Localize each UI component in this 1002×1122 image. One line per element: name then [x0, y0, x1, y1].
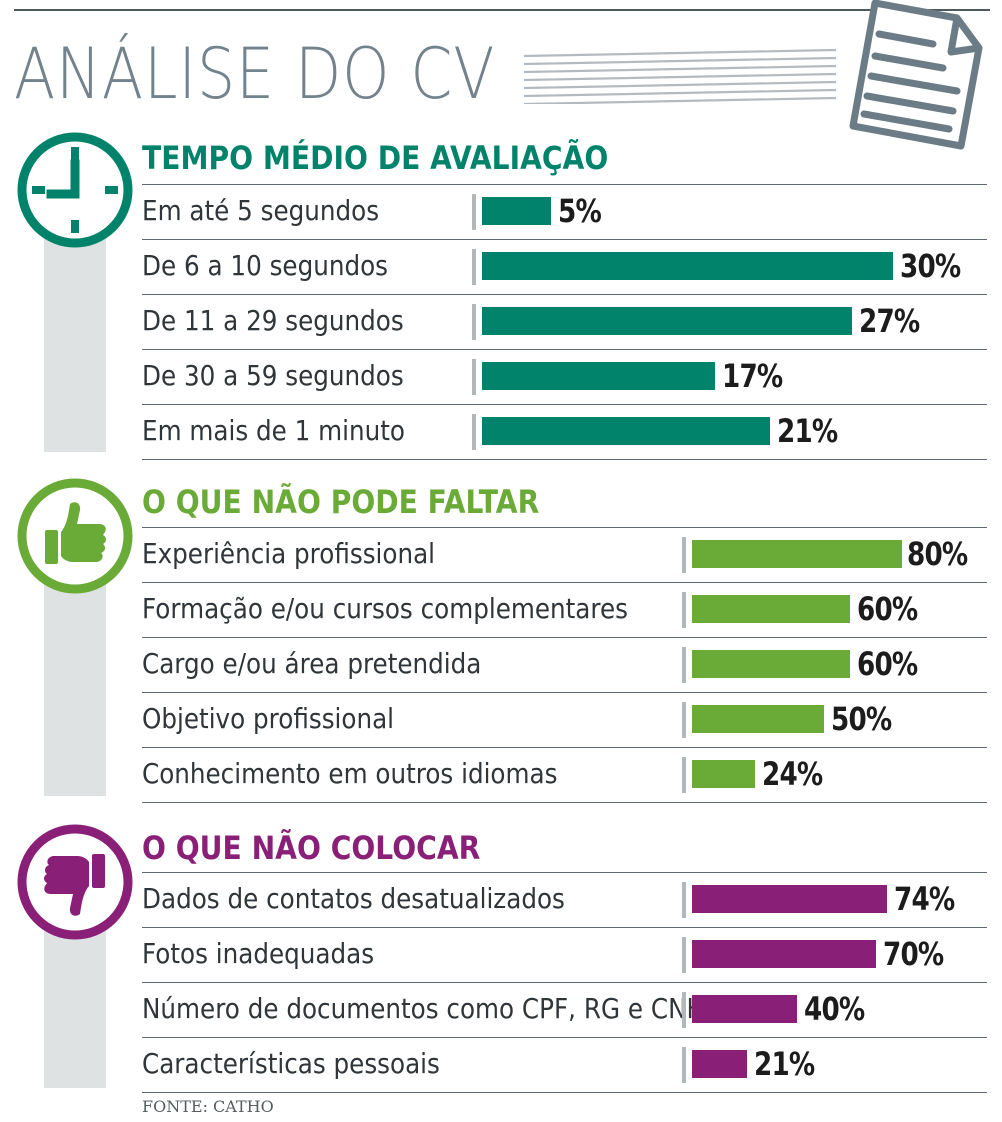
thumbs-down-icon — [17, 824, 133, 940]
value-bar — [692, 940, 877, 968]
chart-2-row: Formação e/ou cursos complementares 60% — [142, 582, 987, 637]
row-separator — [682, 647, 686, 683]
value-label: 80% — [907, 535, 968, 573]
row-separator — [682, 937, 686, 973]
category-label: De 6 a 10 segundos — [142, 249, 389, 282]
row-separator — [682, 1047, 686, 1083]
category-label: Objetivo profissional — [142, 702, 395, 735]
chart-3-row: Características pessoais 21% — [142, 1037, 987, 1093]
chart-2-row: Objetivo profissional 50% — [142, 692, 987, 747]
document-icon — [849, 0, 983, 150]
value-label: 5% — [557, 192, 602, 230]
value-bar — [482, 362, 715, 390]
value-bar — [482, 307, 852, 335]
chart-1-row: De 30 a 59 segundos 17% — [142, 349, 987, 404]
category-label: Dados de contatos desatualizados — [142, 882, 565, 915]
category-label: Em mais de 1 minuto — [142, 414, 405, 447]
row-separator — [682, 882, 686, 918]
category-label: Formação e/ou cursos complementares — [142, 592, 628, 625]
value-bar — [692, 995, 798, 1023]
section-2-chart: Experiência profissional 80% Formação e/ou… — [142, 527, 987, 803]
row-separator — [682, 757, 686, 793]
category-label: De 11 a 29 segundos — [142, 304, 404, 337]
value-bar — [692, 595, 850, 623]
chart-3-row: Fotos inadequadas 70% — [142, 927, 987, 982]
section-1-title: TEMPO MÉDIO DE AVALIAÇÃO — [142, 139, 609, 177]
value-label: 24% — [762, 755, 823, 793]
row-separator — [472, 359, 476, 395]
title-stripes-decoration — [524, 48, 836, 104]
category-label: Características pessoais — [142, 1047, 440, 1080]
chart-3-row: Número de documentos como CPF, RG e CNH 4… — [142, 982, 987, 1037]
section-3-title: O QUE NÃO COLOCAR — [142, 829, 481, 867]
value-label: 21% — [754, 1045, 815, 1083]
category-label: Fotos inadequadas — [142, 937, 375, 970]
chart-2-row: Conhecimento em outros idiomas 24% — [142, 747, 987, 803]
value-bar — [482, 417, 770, 445]
category-label: Número de documentos como CPF, RG e CNH — [142, 992, 706, 1025]
value-bar — [692, 705, 824, 733]
value-label: 50% — [830, 700, 892, 738]
top-rule — [14, 9, 990, 11]
clock-icon — [17, 132, 133, 248]
value-label: 27% — [858, 302, 920, 340]
value-bar — [692, 540, 903, 568]
value-label: 74% — [893, 880, 955, 918]
value-label: 70% — [883, 935, 944, 973]
value-bar — [482, 197, 551, 225]
value-label: 60% — [856, 590, 918, 628]
section-3-chart: Dados de contatos desatualizados 74% Fotos… — [142, 872, 987, 1093]
value-label: 21% — [776, 412, 838, 450]
row-separator — [472, 194, 476, 230]
value-bar — [692, 650, 850, 678]
value-bar — [692, 1050, 748, 1078]
category-label: Cargo e/ou área pretendida — [142, 647, 482, 680]
main-title: ANÁLISE DO CV — [14, 33, 496, 115]
value-label: 17% — [721, 357, 783, 395]
value-bar — [692, 760, 756, 788]
category-label: Conhecimento em outros idiomas — [142, 757, 558, 790]
row-separator — [682, 592, 686, 628]
chart-1-row: Em mais de 1 minuto 21% — [142, 404, 987, 460]
chart-1-row: Em até 5 segundos 5% — [142, 184, 987, 239]
chart-1-row: De 6 a 10 segundos 30% — [142, 239, 987, 294]
row-separator — [682, 992, 686, 1028]
row-separator — [472, 249, 476, 285]
chart-2-row: Cargo e/ou área pretendida 60% — [142, 637, 987, 692]
row-separator — [472, 414, 476, 450]
chart-2-row: Experiência profissional 80% — [142, 527, 987, 582]
category-label: Em até 5 segundos — [142, 194, 380, 227]
category-label: De 30 a 59 segundos — [142, 359, 404, 392]
value-bar — [482, 252, 893, 280]
value-bar — [692, 885, 887, 913]
value-label: 30% — [900, 247, 961, 285]
chart-3-row: Dados de contatos desatualizados 74% — [142, 872, 987, 927]
section-2-title: O QUE NÃO PODE FALTAR — [142, 483, 540, 521]
value-label: 60% — [856, 645, 918, 683]
thumbs-up-icon — [17, 478, 133, 594]
row-separator — [682, 702, 686, 738]
category-label: Experiência profissional — [142, 537, 436, 570]
source-note: FONTE: CATHO — [142, 1097, 274, 1116]
row-separator — [472, 304, 476, 340]
section-1-chart: Em até 5 segundos 5% De 6 a 10 segundos 30%… — [142, 184, 987, 460]
chart-1-row: De 11 a 29 segundos 27% — [142, 294, 987, 349]
row-separator — [682, 537, 686, 573]
value-label: 40% — [804, 990, 865, 1028]
